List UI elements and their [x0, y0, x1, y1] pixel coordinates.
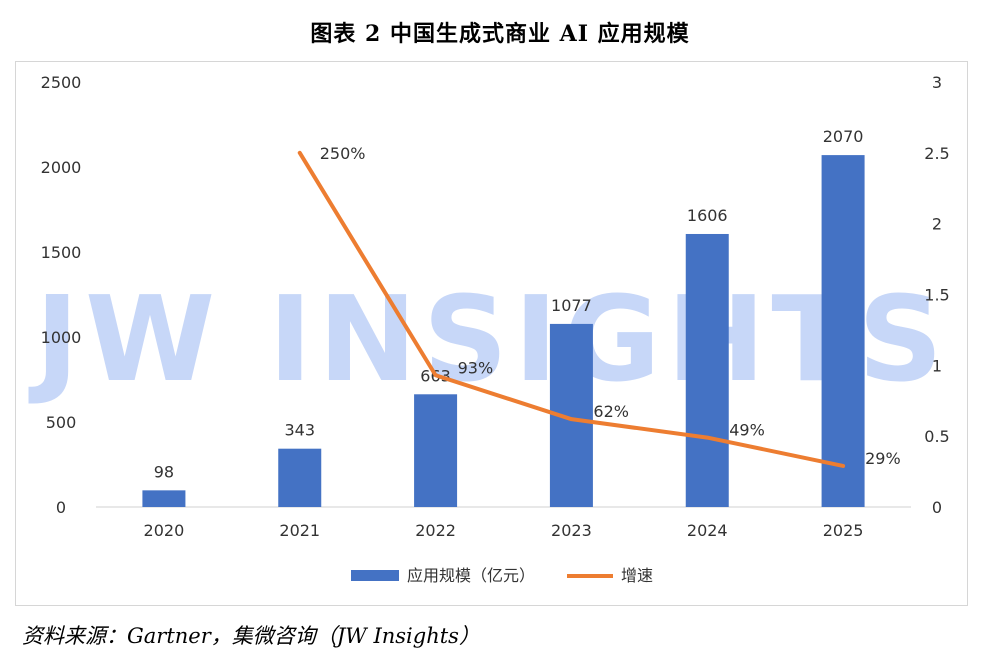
y-right-tick-label: 1.5 — [924, 286, 949, 305]
y-right-tick-label: 0.5 — [924, 427, 949, 446]
y-left-tick-label: 2000 — [41, 158, 82, 177]
bar-value-label: 1077 — [551, 296, 592, 315]
growth-value-label: 250% — [320, 144, 366, 163]
x-tick-label: 2021 — [279, 521, 320, 540]
bar — [414, 394, 458, 507]
y-left-tick-label: 1000 — [41, 328, 82, 347]
legend-line-label: 增速 — [621, 566, 653, 585]
watermark-text: JW INSIGHTS — [28, 270, 949, 408]
bar — [821, 155, 865, 507]
source-note: 资料来源：Gartner，集微咨询（JW Insights） — [22, 624, 480, 648]
bar-value-label: 1606 — [687, 206, 728, 225]
y-right-tick-label: 2.5 — [924, 144, 949, 163]
y-left-tick-label: 500 — [46, 413, 77, 432]
y-right-tick-label: 2 — [932, 215, 942, 234]
chart-title: 图表 2 中国生成式商业 AI 应用规模 — [310, 21, 690, 47]
legend-bar-swatch — [351, 570, 399, 581]
bar-value-label: 2070 — [823, 127, 864, 146]
x-tick-label: 2024 — [687, 521, 728, 540]
bar-value-label: 98 — [154, 462, 174, 481]
bar — [278, 448, 322, 507]
growth-value-label: 62% — [593, 402, 629, 421]
x-tick-label: 2022 — [415, 521, 456, 540]
bar-value-label: 343 — [284, 421, 315, 440]
bar — [685, 233, 729, 508]
x-tick-label: 2025 — [823, 521, 864, 540]
y-left-tick-label: 1500 — [41, 243, 82, 262]
bar — [142, 490, 186, 507]
growth-value-label: 29% — [865, 449, 901, 468]
chart-frame: JW INSIGHTS 0 500 1000 1500 2000 2500 0 0.5 1 1.5 2… — [15, 61, 968, 606]
y-right-tick-label: 3 — [932, 73, 942, 92]
y-left-tick-label: 2500 — [41, 73, 82, 92]
y-right-tick-label: 1 — [932, 356, 942, 375]
growth-value-label: 49% — [729, 421, 765, 440]
legend-bar-label: 应用规模（亿元） — [407, 566, 535, 585]
y-left-tick-label: 0 — [56, 498, 66, 517]
x-tick-label: 2023 — [551, 521, 592, 540]
combo-chart: JW INSIGHTS 0 500 1000 1500 2000 2500 0 0.5 1 1.5 2… — [28, 73, 950, 585]
growth-value-label: 93% — [458, 358, 494, 377]
y-right-tick-label: 0 — [932, 498, 942, 517]
x-tick-label: 2020 — [144, 521, 185, 540]
